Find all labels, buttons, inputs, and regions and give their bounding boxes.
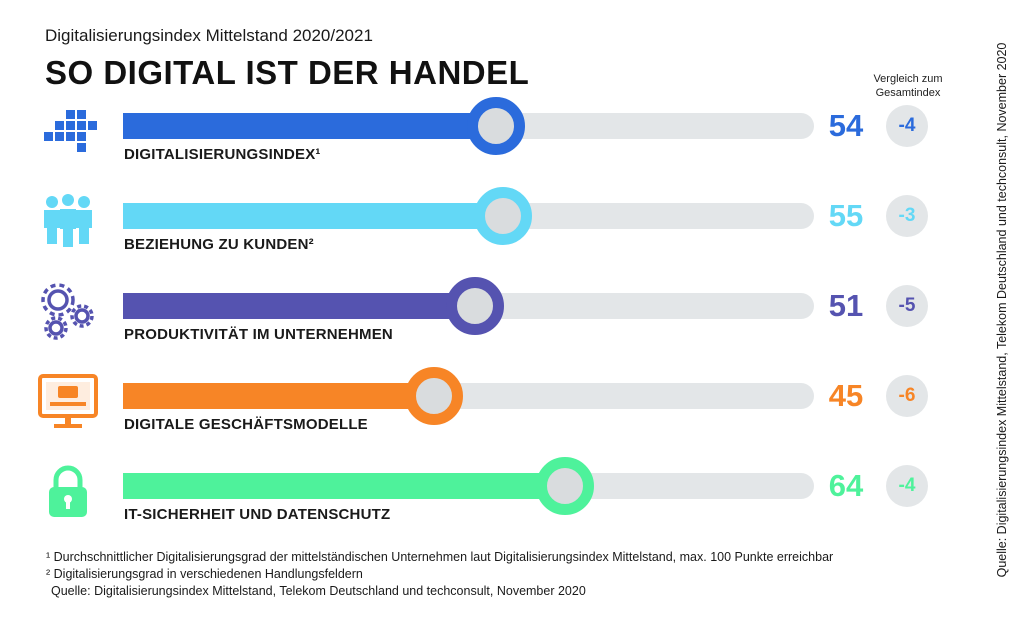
- bar-marker: [446, 277, 504, 335]
- bar-fill: [123, 113, 496, 139]
- comparison-badge: -4: [886, 465, 928, 507]
- value-label: 54: [828, 108, 864, 143]
- bar-marker: [467, 97, 525, 155]
- footnote-2: ² Digitalisierungsgrad in verschiedenen …: [46, 567, 363, 581]
- value-label: 45: [828, 378, 864, 413]
- category-label: BEZIEHUNG ZU KUNDEN²: [124, 236, 314, 253]
- category-label: DIGITALE GESCHÄFTSMODELLE: [124, 416, 368, 433]
- footnotes: ¹ Durchschnittlicher Digitalisierungsgra…: [46, 549, 833, 600]
- squares-icon: [36, 100, 100, 164]
- category-label: IT-SICHERHEIT UND DATENSCHUTZ: [124, 506, 391, 523]
- chart-row-beziehung-zu-kunden: BEZIEHUNG ZU KUNDEN² 55 -3: [0, 187, 1000, 280]
- gears-icon: [36, 280, 100, 344]
- comparison-badge: -6: [886, 375, 928, 417]
- bar-track: [123, 457, 814, 515]
- chart-row-produktivität-im-unternehmen: PRODUKTIVITÄT IM UNTERNEHMEN 51 -5: [0, 277, 1000, 370]
- chart-row-it-sicherheit-und-datenschutz: IT-SICHERHEIT UND DATENSCHUTZ 64 -4: [0, 457, 1000, 550]
- comparison-header: Vergleich zum Gesamtindex: [873, 73, 943, 99]
- comparison-badge: -3: [886, 195, 928, 237]
- value-label: 55: [828, 198, 864, 233]
- chart-row-digitalisierungsindex: DIGITALISIERUNGSINDEX¹ 54 -4: [0, 97, 1000, 190]
- bar-fill: [123, 473, 565, 499]
- bar-fill: [123, 383, 434, 409]
- chart-row-digitale-geschäftsmodelle: DIGITALE GESCHÄFTSMODELLE 45 -6: [0, 367, 1000, 460]
- value-label: 64: [828, 468, 864, 503]
- comparison-badge: -4: [886, 105, 928, 147]
- comparison-badge: -5: [886, 285, 928, 327]
- bar-track: [123, 187, 814, 245]
- footnote-source: Quelle: Digitalisierungsindex Mittelstan…: [51, 584, 586, 598]
- people-icon: [36, 190, 100, 254]
- value-label: 51: [828, 288, 864, 323]
- footnote-1: ¹ Durchschnittlicher Digitalisierungsgra…: [46, 550, 834, 564]
- padlock-icon: [36, 460, 100, 524]
- monitor-icon: [36, 370, 100, 434]
- bar-marker: [405, 367, 463, 425]
- bar-fill: [123, 293, 475, 319]
- bar-track: [123, 277, 814, 335]
- bar-track: [123, 367, 814, 425]
- category-label: PRODUKTIVITÄT IM UNTERNEHMEN: [124, 326, 393, 343]
- chart-subtitle: Digitalisierungsindex Mittelstand 2020/2…: [45, 26, 373, 45]
- category-label: DIGITALISIERUNGSINDEX¹: [124, 146, 321, 163]
- bar-marker: [474, 187, 532, 245]
- bar-marker: [536, 457, 594, 515]
- chart-title: SO DIGITAL IST DER HANDEL: [45, 54, 530, 91]
- bar-fill: [123, 203, 503, 229]
- bar-track: [123, 97, 814, 155]
